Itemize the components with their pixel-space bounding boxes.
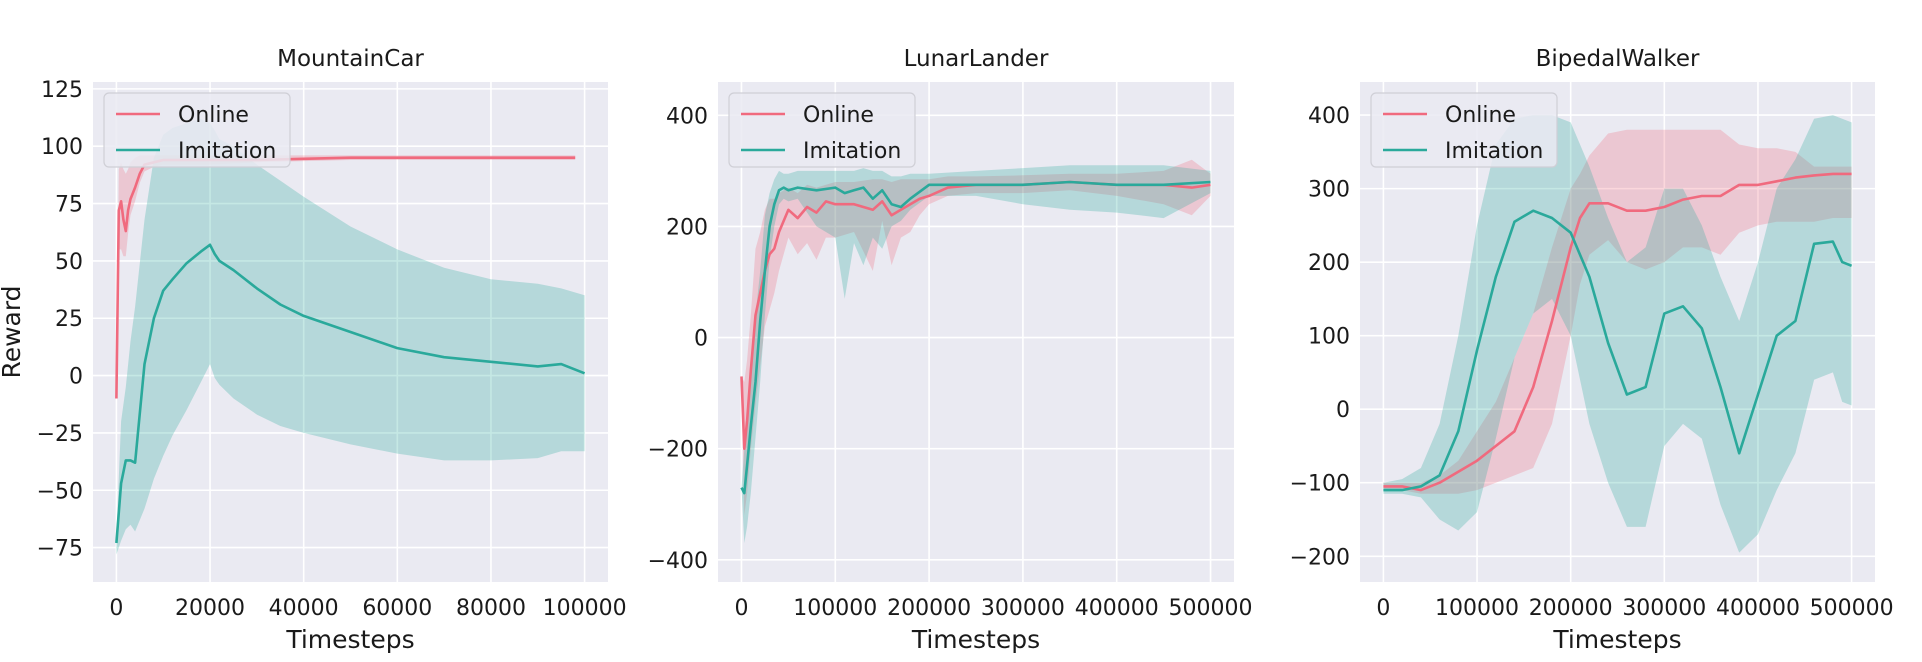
y-tick-label: −100: [1290, 472, 1350, 497]
x-tick-label: 20000: [175, 596, 245, 621]
y-tick-label: 75: [55, 193, 83, 218]
x-tick-label: 100000: [793, 596, 877, 621]
chart-title: LunarLander: [904, 46, 1049, 72]
x-tick-label: 200000: [887, 596, 971, 621]
legend-label-online: Online: [178, 103, 249, 128]
band-imitation: [741, 165, 1211, 544]
y-tick-label: −50: [37, 479, 83, 504]
y-tick-label: −75: [37, 537, 83, 562]
y-tick-label: 100: [1308, 325, 1350, 350]
x-axis-label: Timesteps: [285, 625, 414, 654]
y-tick-label: 200: [1308, 251, 1350, 276]
band-imitation: [1383, 115, 1852, 553]
legend-box: [728, 92, 916, 168]
y-tick-label: 0: [1336, 398, 1350, 423]
y-tick-label: 400: [1308, 104, 1350, 129]
x-axis-label: Timesteps: [911, 625, 1040, 654]
y-tick-label: 125: [41, 78, 83, 103]
y-tick-label: 300: [1308, 178, 1350, 203]
x-tick-label: 40000: [269, 596, 339, 621]
x-tick-label: 100000: [543, 596, 627, 621]
legend-box: [1370, 92, 1558, 168]
chart-title: BipedalWalker: [1536, 46, 1700, 72]
y-axis-label: Reward: [0, 285, 26, 378]
x-tick-label: 500000: [1810, 596, 1894, 621]
x-tick-label: 80000: [456, 596, 526, 621]
x-axis-label: Timesteps: [1552, 625, 1681, 654]
y-tick-label: 400: [666, 104, 708, 129]
line-online: [1383, 172, 1852, 492]
x-tick-label: 400000: [1716, 596, 1800, 621]
y-tick-label: 0: [69, 365, 83, 390]
legend: Online Imitation: [1370, 92, 1558, 168]
legend: Online Imitation: [103, 92, 291, 168]
band-imitation: [116, 118, 585, 555]
legend-label-online: Online: [1445, 103, 1516, 128]
legend-label-imitation: Imitation: [1445, 139, 1543, 164]
legend-label-online: Online: [803, 103, 874, 128]
chart-1: 0 100000 200000 300000 400000 500000 −400 −200 0…: [648, 46, 1253, 654]
y-tick-label: 25: [55, 307, 83, 332]
chart-title: MountainCar: [277, 46, 424, 72]
band-online: [741, 159, 1211, 516]
line-imitation: [1383, 209, 1853, 492]
x-tick-label: 200000: [1529, 596, 1613, 621]
legend-box: [103, 92, 291, 168]
y-tick-label: 0: [694, 327, 708, 352]
y-tick-label: −400: [648, 549, 708, 574]
x-tick-label: 400000: [1075, 596, 1159, 621]
y-tick-label: −200: [648, 438, 708, 463]
x-tick-label: 300000: [1622, 596, 1706, 621]
line-imitation: [115, 243, 586, 544]
x-tick-label: 0: [109, 596, 123, 621]
x-tick-label: 60000: [362, 596, 432, 621]
x-tick-label: 500000: [1169, 596, 1253, 621]
series-group: [740, 159, 1211, 544]
y-tick-label: −200: [1290, 545, 1350, 570]
y-tick-label: 200: [666, 215, 708, 240]
y-tick-label: 100: [41, 135, 83, 160]
series-group: [1383, 115, 1853, 553]
legend-label-imitation: Imitation: [803, 139, 901, 164]
y-tick-label: −25: [37, 422, 83, 447]
legend: Online Imitation: [728, 92, 916, 168]
legend-label-imitation: Imitation: [178, 139, 276, 164]
x-tick-label: 0: [1376, 596, 1390, 621]
y-tick-label: 50: [55, 250, 83, 275]
x-tick-label: 100000: [1435, 596, 1519, 621]
band-online: [1383, 129, 1852, 494]
chart-2: 0 100000 200000 300000 400000 500000 −200 −100 0…: [1290, 46, 1894, 654]
chart-0: 0 20000 40000 60000 80000 100000 −75 −50 −25 0 25 5…: [0, 46, 627, 654]
x-tick-label: 300000: [981, 596, 1065, 621]
x-tick-label: 0: [734, 596, 748, 621]
line-imitation: [740, 180, 1211, 495]
